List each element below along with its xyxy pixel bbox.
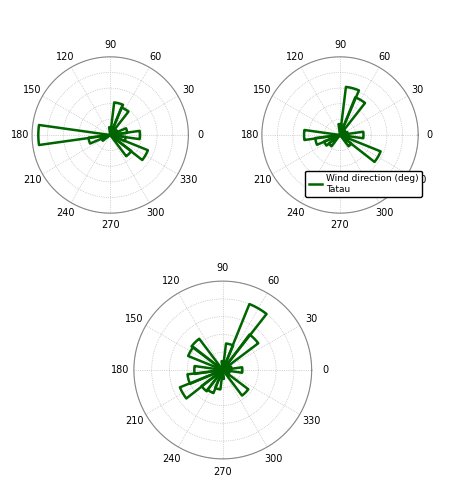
Text: 60: 60 [149,52,161,62]
Text: 210: 210 [253,175,272,185]
Text: 90: 90 [104,40,116,50]
Text: 240: 240 [56,208,75,218]
Text: 30: 30 [412,85,424,95]
Text: 60: 60 [379,52,391,62]
Text: 240: 240 [162,454,181,464]
Text: 330: 330 [179,175,197,185]
Text: 180: 180 [241,130,259,140]
Text: 60: 60 [268,276,280,286]
Text: 150: 150 [125,314,144,324]
Text: 300: 300 [146,208,164,218]
Text: 150: 150 [253,85,272,95]
Text: 300: 300 [376,208,394,218]
Text: 240: 240 [286,208,304,218]
Text: 90: 90 [334,40,346,50]
Text: 180: 180 [11,130,30,140]
Text: 270: 270 [331,220,349,230]
Text: 300: 300 [265,454,283,464]
Text: 90: 90 [217,263,229,273]
Text: 150: 150 [23,85,42,95]
Text: 330: 330 [302,416,320,426]
Text: 120: 120 [162,276,181,286]
Text: 210: 210 [23,175,42,185]
Text: 270: 270 [101,220,120,230]
Text: 330: 330 [408,175,427,185]
Text: 270: 270 [213,467,232,477]
Text: 0: 0 [427,130,433,140]
Text: 0: 0 [197,130,203,140]
Text: 120: 120 [56,52,75,62]
Text: 210: 210 [125,416,144,426]
Text: 0: 0 [322,365,328,375]
Text: 120: 120 [286,52,304,62]
Text: 30: 30 [305,314,318,324]
Text: 30: 30 [182,85,194,95]
Legend: Wind direction (deg)
Tatau: Wind direction (deg) Tatau [305,170,422,197]
Text: 180: 180 [111,365,130,375]
